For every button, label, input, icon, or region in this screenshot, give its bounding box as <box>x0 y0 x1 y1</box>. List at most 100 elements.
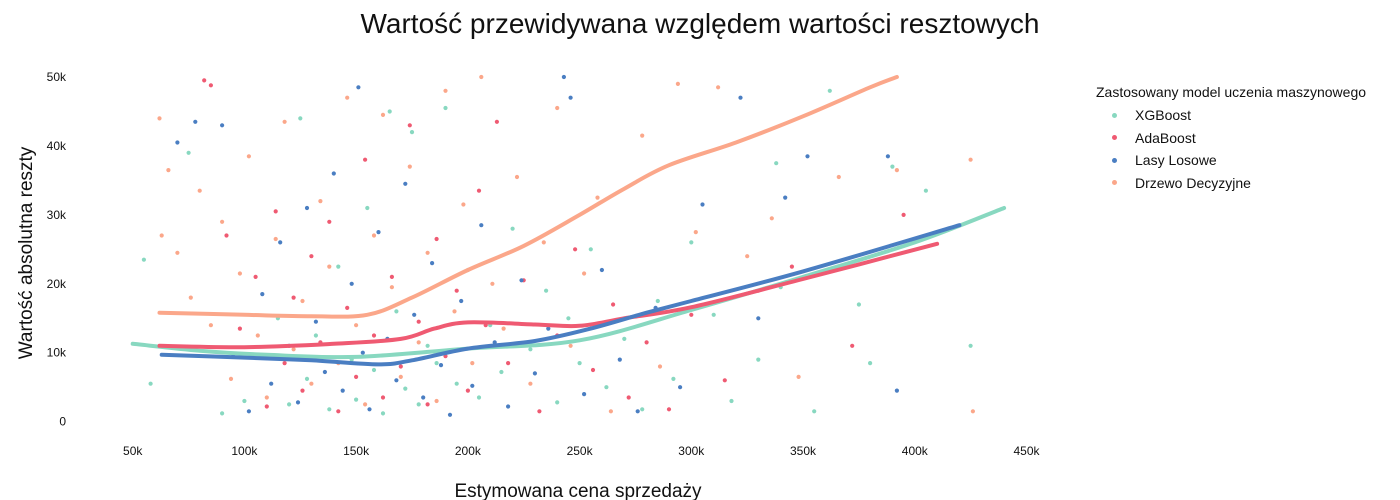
point-lasy-losowe <box>568 95 573 100</box>
point-xgboost <box>304 376 310 381</box>
point-lasy-losowe <box>599 267 605 273</box>
point-adaboost <box>354 374 359 379</box>
point-drzewo-decyzyjne <box>188 295 193 300</box>
point-adaboost <box>666 407 672 412</box>
y-tick-label: 10k <box>47 346 67 360</box>
point-drzewo-decyzyjne <box>608 409 614 414</box>
y-tick-label: 0 <box>59 415 66 429</box>
y-tick-label: 30k <box>47 208 67 222</box>
point-adaboost <box>237 326 242 331</box>
point-lasy-losowe <box>561 74 567 80</box>
x-tick-label: 450k <box>1013 444 1040 458</box>
point-lasy-losowe <box>894 388 900 393</box>
point-adaboost <box>573 247 578 252</box>
point-drzewo-decyzyjne <box>434 398 439 404</box>
point-lasy-losowe <box>459 298 464 304</box>
point-xgboost <box>186 150 191 155</box>
point-adaboost <box>494 119 499 124</box>
point-drzewo-decyzyjne <box>166 168 171 173</box>
x-tick-label: 300k <box>678 444 705 458</box>
point-lasy-losowe <box>546 326 551 331</box>
point-xgboost <box>403 386 408 391</box>
point-lasy-losowe <box>506 404 511 409</box>
legend-marker <box>1112 112 1117 118</box>
y-tick-label: 40k <box>47 139 67 153</box>
point-xgboost <box>604 385 609 390</box>
point-drzewo-decyzyjne <box>970 409 976 414</box>
point-drzewo-decyzyjne <box>425 250 430 255</box>
point-drzewo-decyzyjne <box>220 219 225 224</box>
legend-label: Lasy Losowe <box>1135 152 1217 169</box>
point-adaboost <box>644 340 649 345</box>
point-xgboost <box>622 336 627 341</box>
point-xgboost <box>220 411 225 416</box>
point-adaboost <box>850 343 855 348</box>
point-drzewo-decyzyjne <box>197 188 202 193</box>
point-xgboost <box>443 105 448 111</box>
point-drzewo-decyzyjne <box>657 364 663 369</box>
point-lasy-losowe <box>756 316 761 321</box>
point-lasy-losowe <box>295 400 301 405</box>
point-xgboost <box>689 240 694 245</box>
legend-marker <box>1112 157 1117 163</box>
x-tick-label: 350k <box>790 444 817 458</box>
point-xgboost <box>856 302 862 307</box>
point-xgboost <box>425 343 430 348</box>
point-xgboost <box>577 361 582 366</box>
point-adaboost <box>901 212 906 217</box>
point-lasy-losowe <box>376 230 381 235</box>
point-xgboost <box>476 395 482 400</box>
legend-item-lasy-losowe[interactable]: Lasy Losowe <box>1096 149 1366 172</box>
point-drzewo-decyzyjne <box>291 347 296 352</box>
series-lasy-losowe-points <box>175 74 900 417</box>
point-xgboost <box>890 164 895 169</box>
x-tick-label: 200k <box>455 444 482 458</box>
point-adaboost <box>789 264 795 269</box>
x-tick-label: 250k <box>567 444 594 458</box>
point-drzewo-decyzyjne <box>327 264 332 269</box>
point-xgboost <box>640 407 645 412</box>
point-adaboost <box>590 367 596 373</box>
legend-items: XGBoost AdaBoost Lasy Losowe Drzewo Decyzyj… <box>1096 104 1366 194</box>
point-lasy-losowe <box>269 381 274 386</box>
point-xgboost <box>141 257 146 262</box>
x-tick-label: 100k <box>231 444 258 458</box>
point-xgboost <box>371 367 377 373</box>
scatter-points-layer <box>141 74 976 417</box>
x-axis-ticks: 50k 100k 150k 200k 250k 300k 350k 400k 450k <box>123 444 1040 458</box>
point-xgboost <box>588 247 593 252</box>
point-drzewo-decyzyjne <box>282 119 287 124</box>
point-xgboost <box>510 226 515 231</box>
legend-marker <box>1112 180 1117 186</box>
legend-item-drzewo-decyzyjne[interactable]: Drzewo Decyzyjne <box>1096 172 1366 195</box>
point-xgboost <box>365 205 370 211</box>
legend-item-xgboost[interactable]: XGBoost <box>1096 104 1366 127</box>
point-drzewo-decyzyjne <box>769 216 774 221</box>
point-adaboost <box>309 254 314 259</box>
point-drzewo-decyzyjne <box>501 326 506 331</box>
series-drzewo-decyzyjne-points <box>157 74 976 414</box>
point-lasy-losowe <box>313 319 318 324</box>
trend-lines-layer <box>130 75 1007 367</box>
point-lasy-losowe <box>532 371 538 376</box>
point-drzewo-decyzyjne <box>836 174 841 180</box>
point-adaboost <box>363 157 368 162</box>
point-xgboost <box>380 411 386 416</box>
point-adaboost <box>398 364 403 369</box>
point-adaboost <box>389 274 394 279</box>
point-adaboost <box>537 409 542 414</box>
point-adaboost <box>476 188 482 193</box>
point-drzewo-decyzyjne <box>363 402 368 407</box>
point-adaboost <box>264 404 269 409</box>
point-drzewo-decyzyjne <box>796 374 801 379</box>
point-lasy-losowe <box>678 385 683 390</box>
legend-item-adaboost[interactable]: AdaBoost <box>1096 127 1366 150</box>
point-xgboost <box>729 398 734 404</box>
point-drzewo-decyzyjne <box>745 254 750 259</box>
point-xgboost <box>148 381 153 386</box>
point-lasy-losowe <box>519 278 524 283</box>
chart-title: Wartość przewidywana względem wartości r… <box>360 8 1040 39</box>
point-drzewo-decyzyjne <box>555 105 560 111</box>
point-drzewo-decyzyjne <box>470 361 475 366</box>
